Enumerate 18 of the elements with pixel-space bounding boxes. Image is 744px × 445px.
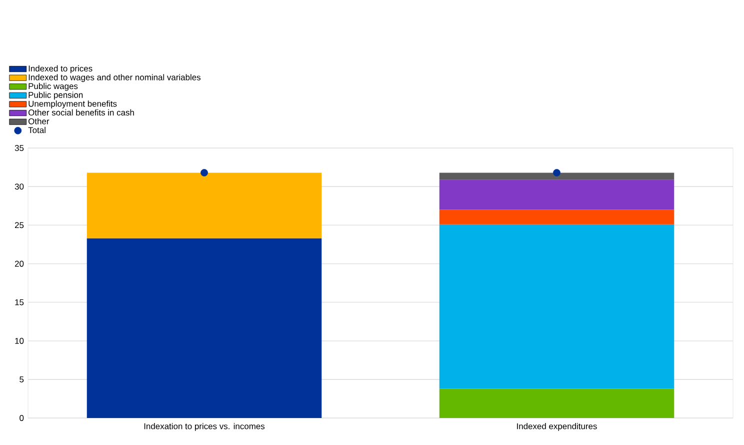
y-tick-label: 10 <box>15 338 24 344</box>
legend-label: Public wages <box>28 82 78 91</box>
legend-label: Indexed to prices <box>28 65 92 74</box>
legend-label: Other social benefits in cash <box>28 109 134 116</box>
x-tick-label: Indexation to prices vs. incomes <box>144 423 265 431</box>
legend-label: Unemployment benefits <box>28 100 117 108</box>
x-tick-label: Indexed expenditures <box>517 423 597 431</box>
legend-label: Public pension <box>28 92 83 100</box>
y-tick-label: 15 <box>15 299 24 306</box>
legend-label: Indexed to wages and other nominal variables <box>28 74 201 82</box>
legend-label: Other <box>28 118 50 124</box>
y-tick-label: 35 <box>14 145 24 151</box>
y-tick-label: 30 <box>14 184 24 190</box>
y-tick-label: 20 <box>14 260 24 267</box>
legend-label: Total <box>28 126 46 134</box>
y-tick-label: 0 <box>20 415 24 421</box>
y-tick-label: 25 <box>14 222 24 228</box>
y-tick-label: 5 <box>20 376 24 382</box>
